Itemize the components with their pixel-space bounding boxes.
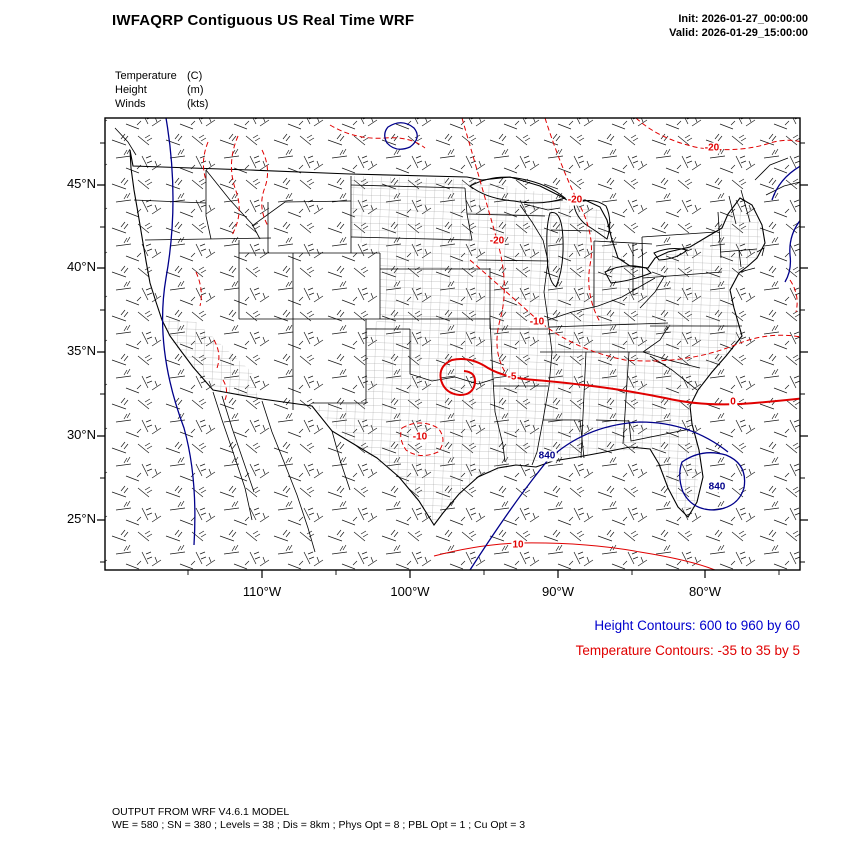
run-info: Init: 2026-01-27_00:00:00 Valid: 2026-01… — [669, 12, 808, 40]
init-time: Init: 2026-01-27_00:00:00 — [678, 13, 808, 25]
page-title: IWFAQRP Contiguous US Real Time WRF — [112, 12, 415, 29]
temp-contour-label: -20 — [566, 194, 584, 206]
height-contour-range: Height Contours: 600 to 960 by 60 — [594, 618, 800, 633]
model-footer: OUTPUT FROM WRF V4.6.1 MODEL WE = 580 ; … — [112, 806, 525, 832]
major-ticks — [97, 184, 808, 578]
valid-time: Valid: 2026-01-29_15:00:00 — [669, 27, 808, 39]
model-config: WE = 580 ; SN = 380 ; Levels = 38 ; Dis … — [112, 819, 526, 831]
lon-label-90w: 90°W — [542, 584, 574, 599]
lat-label-30n: 30°N — [66, 427, 96, 442]
lat-label-45n: 45°N — [66, 176, 96, 191]
temp-contour-label: -20 — [488, 235, 506, 247]
lon-label-110w: 110°W — [242, 584, 282, 599]
model-version: OUTPUT FROM WRF V4.6.1 MODEL — [112, 806, 290, 818]
temperature-contour-range: Temperature Contours: -35 to 35 by 5 — [575, 643, 800, 658]
temp-contour-label: 10 — [511, 539, 525, 551]
temp-contour-label: -20 — [703, 142, 721, 154]
minor-ticks — [100, 142, 805, 575]
lat-label-25n: 25°N — [66, 511, 96, 526]
lat-label-40n: 40°N — [66, 259, 96, 274]
plotted-fields-legend: Temperature (C) Height (m) Winds (kts) — [115, 69, 208, 111]
temperature-contours-layer — [195, 118, 800, 570]
height-contour-label: 840 — [537, 450, 557, 462]
geography-layer — [114, 127, 800, 553]
map-frame — [97, 117, 808, 578]
contour-interval-legend: Height Contours: 600 to 960 by 60 Temper… — [576, 613, 800, 663]
temp-contour-label: -10 — [411, 431, 429, 443]
lat-label-35n: 35°N — [66, 343, 96, 358]
field-winds: Winds (kts) — [115, 98, 209, 110]
field-temperature: Temperature (C) — [115, 70, 203, 82]
temp-contour-label: -10 — [528, 316, 546, 328]
field-height: Height (m) — [115, 84, 204, 96]
lon-label-80w: 80°W — [689, 584, 721, 599]
temp-contour-label: 0 — [729, 396, 737, 408]
lon-label-100w: 100°W — [390, 584, 430, 599]
temp-contour-label: -5 — [506, 371, 518, 383]
height-contours-layer — [161, 118, 800, 570]
height-contour-label: 840 — [707, 481, 727, 493]
